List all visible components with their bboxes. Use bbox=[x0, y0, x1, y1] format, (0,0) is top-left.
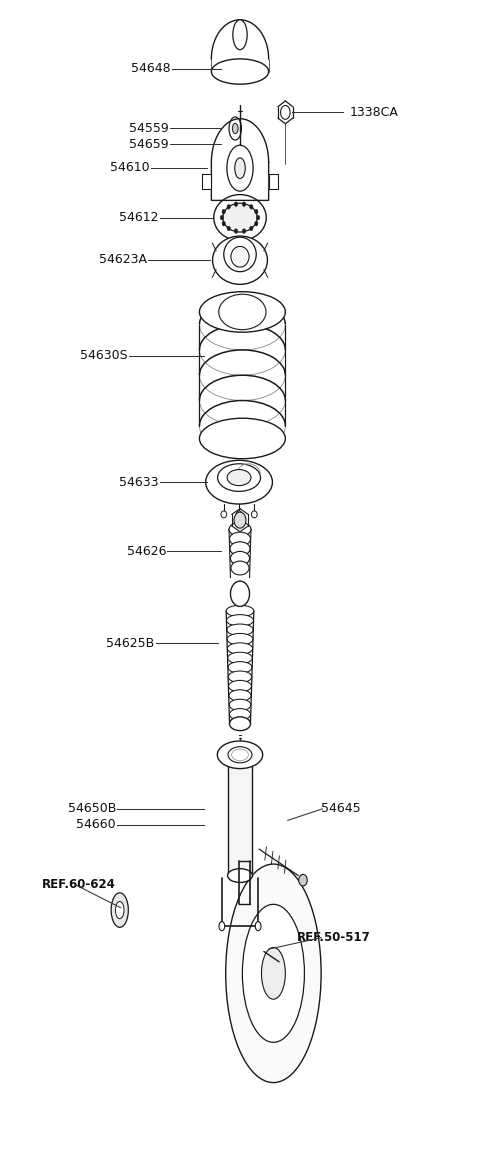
Ellipse shape bbox=[262, 948, 285, 1000]
Ellipse shape bbox=[250, 226, 253, 231]
Ellipse shape bbox=[228, 643, 252, 655]
Ellipse shape bbox=[229, 532, 251, 545]
Ellipse shape bbox=[229, 709, 251, 721]
Ellipse shape bbox=[214, 195, 266, 241]
Text: 54623A: 54623A bbox=[99, 254, 147, 266]
Ellipse shape bbox=[234, 228, 238, 233]
Ellipse shape bbox=[229, 717, 251, 731]
Polygon shape bbox=[211, 119, 269, 201]
Ellipse shape bbox=[250, 204, 253, 209]
Text: 54626: 54626 bbox=[127, 544, 166, 558]
Polygon shape bbox=[202, 174, 211, 189]
Ellipse shape bbox=[234, 512, 246, 528]
Ellipse shape bbox=[242, 202, 246, 206]
Ellipse shape bbox=[205, 460, 273, 504]
Ellipse shape bbox=[227, 145, 253, 191]
Ellipse shape bbox=[228, 868, 252, 882]
Ellipse shape bbox=[211, 59, 269, 84]
Ellipse shape bbox=[228, 671, 252, 683]
Ellipse shape bbox=[227, 226, 230, 231]
Ellipse shape bbox=[229, 522, 251, 536]
Ellipse shape bbox=[255, 921, 261, 930]
Ellipse shape bbox=[234, 202, 238, 206]
Ellipse shape bbox=[235, 158, 245, 179]
Ellipse shape bbox=[227, 615, 253, 626]
Ellipse shape bbox=[199, 419, 285, 459]
Ellipse shape bbox=[224, 238, 256, 272]
Ellipse shape bbox=[231, 247, 249, 267]
Ellipse shape bbox=[116, 902, 124, 919]
Ellipse shape bbox=[242, 904, 304, 1042]
Ellipse shape bbox=[232, 123, 238, 134]
Ellipse shape bbox=[222, 221, 225, 226]
Text: 54659: 54659 bbox=[129, 137, 168, 151]
Ellipse shape bbox=[236, 511, 242, 518]
Ellipse shape bbox=[230, 551, 250, 565]
Ellipse shape bbox=[230, 581, 250, 606]
Ellipse shape bbox=[299, 874, 307, 886]
Ellipse shape bbox=[227, 204, 230, 209]
Ellipse shape bbox=[255, 221, 258, 226]
Ellipse shape bbox=[228, 662, 252, 673]
Polygon shape bbox=[228, 763, 252, 875]
Ellipse shape bbox=[220, 216, 224, 220]
Ellipse shape bbox=[231, 562, 249, 575]
Ellipse shape bbox=[229, 116, 241, 140]
Ellipse shape bbox=[221, 511, 227, 518]
Ellipse shape bbox=[227, 624, 253, 635]
Text: 54633: 54633 bbox=[120, 476, 159, 489]
Ellipse shape bbox=[227, 633, 253, 645]
Ellipse shape bbox=[281, 105, 290, 119]
Ellipse shape bbox=[217, 464, 261, 491]
Ellipse shape bbox=[229, 689, 251, 701]
Text: 54612: 54612 bbox=[120, 211, 159, 224]
Ellipse shape bbox=[219, 921, 225, 930]
Ellipse shape bbox=[226, 864, 321, 1083]
Ellipse shape bbox=[228, 747, 252, 763]
Ellipse shape bbox=[223, 203, 257, 232]
Text: REF.60-624: REF.60-624 bbox=[42, 879, 116, 891]
Ellipse shape bbox=[219, 294, 266, 330]
Ellipse shape bbox=[229, 699, 251, 710]
Ellipse shape bbox=[227, 469, 251, 485]
Text: 54630S: 54630S bbox=[80, 349, 128, 362]
Text: 54625B: 54625B bbox=[106, 636, 154, 649]
Ellipse shape bbox=[233, 20, 247, 50]
Polygon shape bbox=[269, 174, 278, 189]
Ellipse shape bbox=[222, 210, 225, 214]
Ellipse shape bbox=[226, 605, 254, 617]
Text: 54648: 54648 bbox=[131, 62, 171, 75]
Ellipse shape bbox=[228, 653, 252, 664]
Ellipse shape bbox=[111, 892, 128, 927]
Ellipse shape bbox=[213, 236, 267, 285]
Text: 54559: 54559 bbox=[129, 122, 168, 135]
Ellipse shape bbox=[256, 216, 260, 220]
Ellipse shape bbox=[217, 741, 263, 769]
Text: 54645: 54645 bbox=[321, 802, 361, 815]
Text: 1338CA: 1338CA bbox=[350, 106, 398, 119]
Ellipse shape bbox=[228, 680, 252, 692]
Ellipse shape bbox=[242, 228, 246, 233]
Ellipse shape bbox=[199, 292, 285, 332]
Ellipse shape bbox=[252, 511, 257, 518]
Text: REF.50-517: REF.50-517 bbox=[297, 932, 371, 944]
Text: 54610: 54610 bbox=[110, 161, 149, 174]
Text: 54650B: 54650B bbox=[68, 802, 116, 815]
Ellipse shape bbox=[255, 210, 258, 214]
Text: 54660: 54660 bbox=[76, 819, 116, 831]
Ellipse shape bbox=[230, 542, 250, 556]
